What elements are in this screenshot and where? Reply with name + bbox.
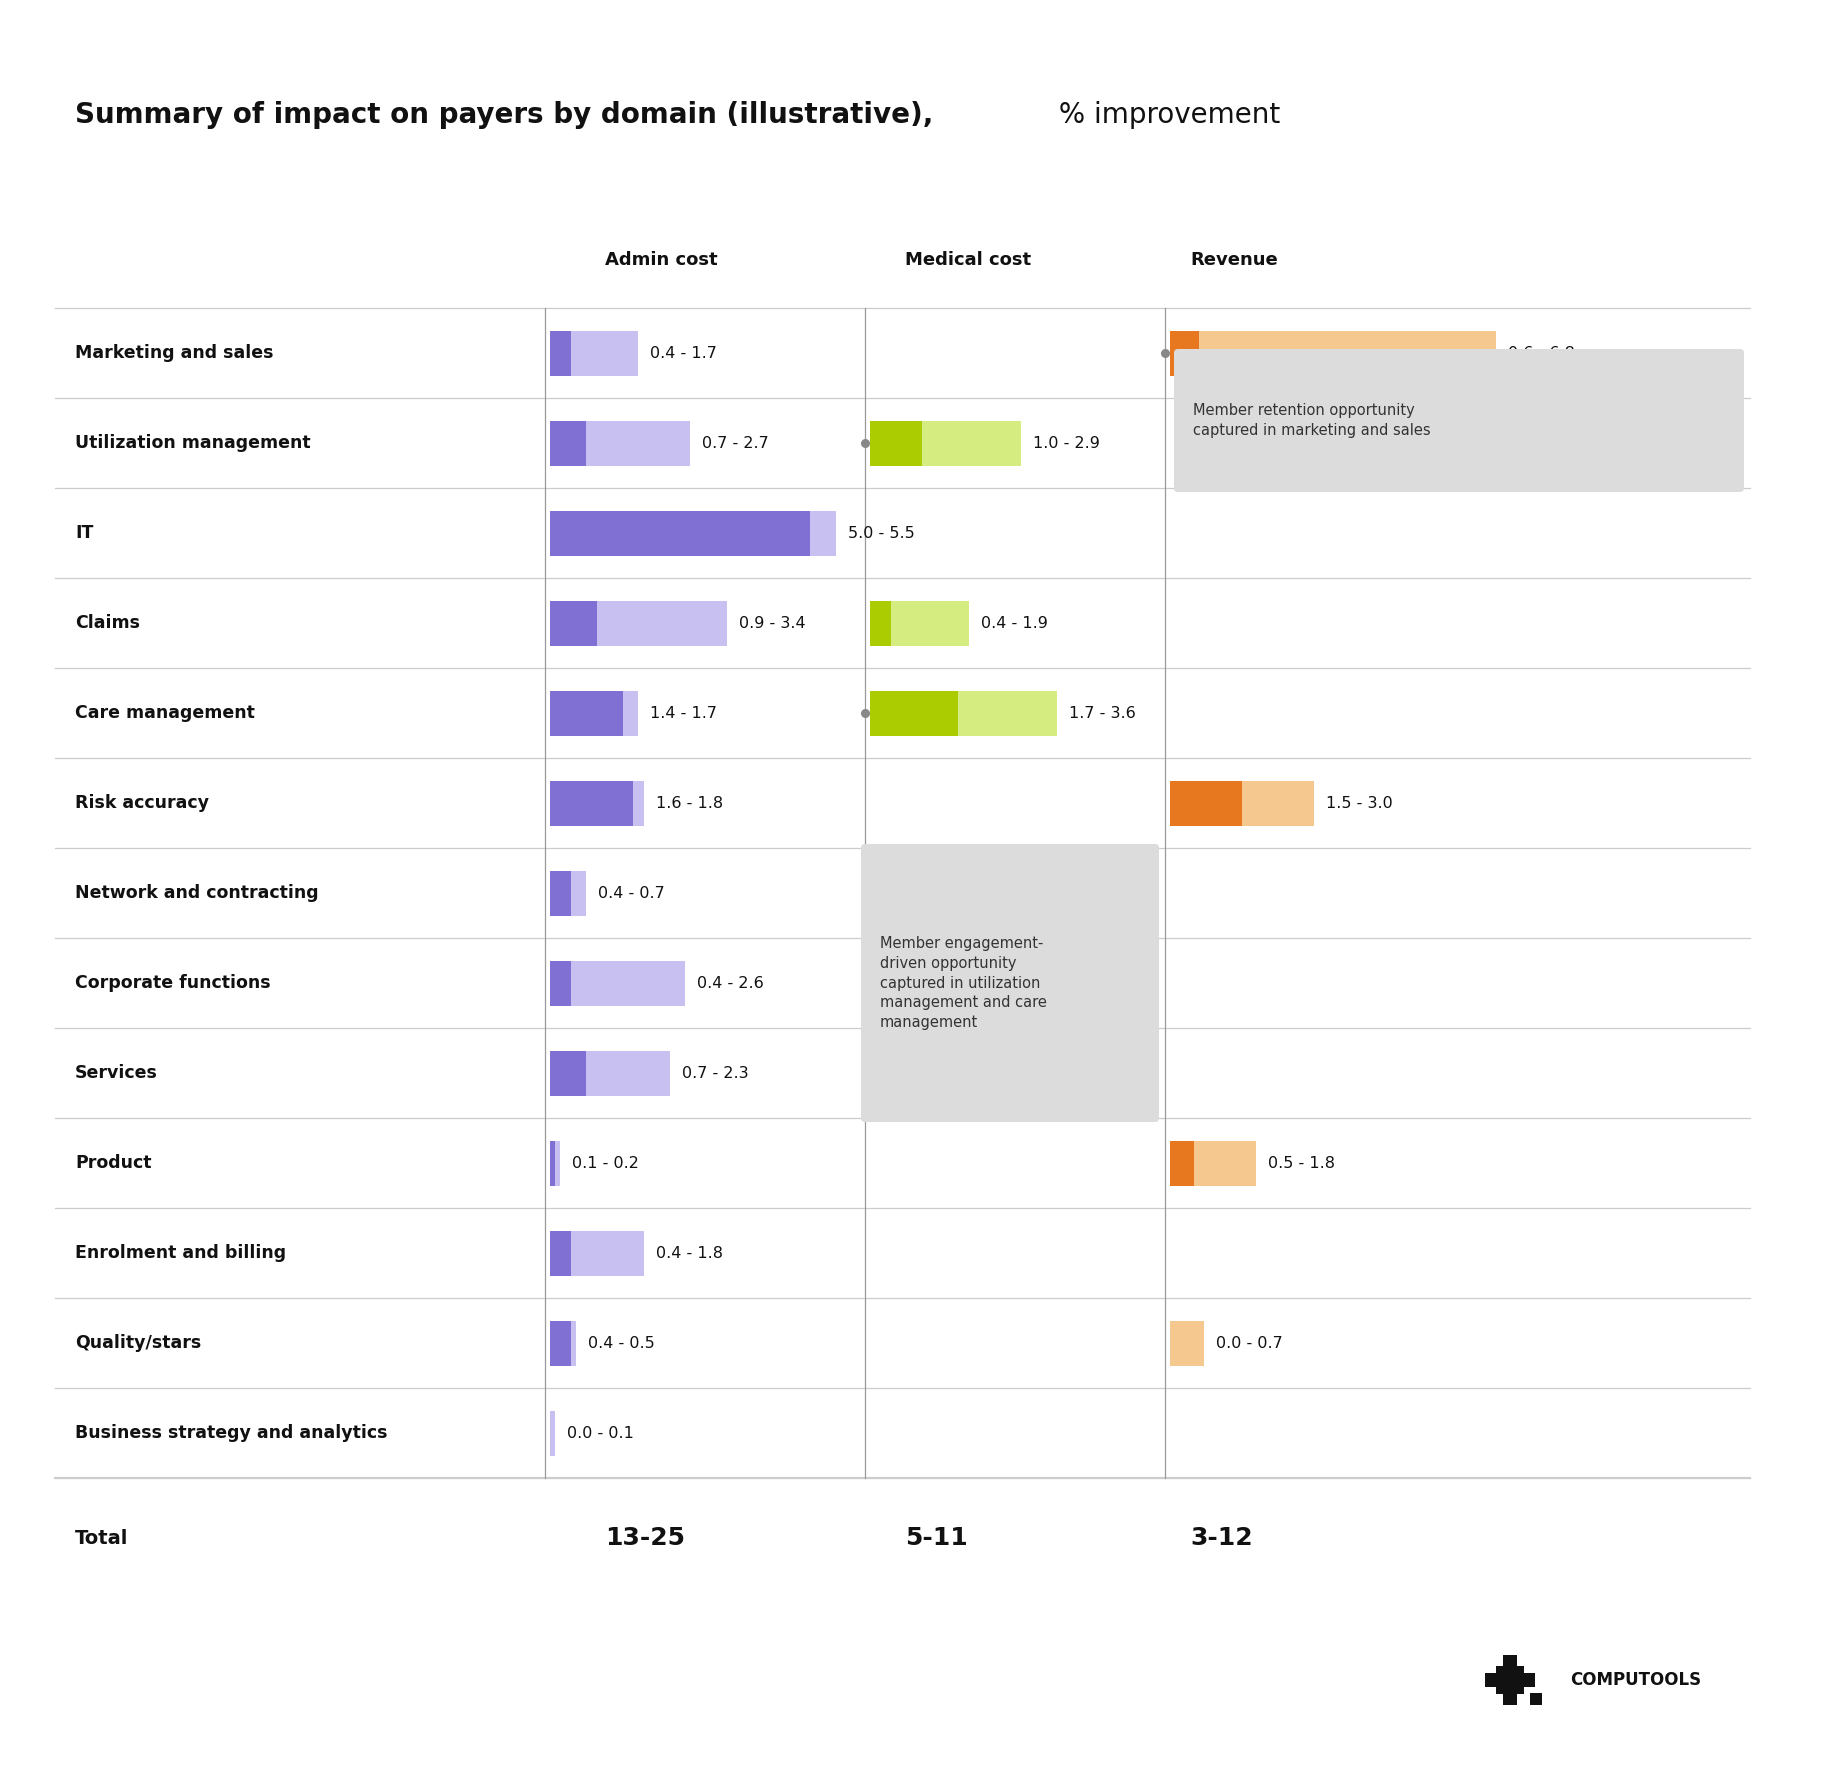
Bar <box>550 1230 644 1276</box>
Text: Services: Services <box>75 1064 158 1081</box>
Text: Utilization management: Utilization management <box>75 434 311 451</box>
Text: 0.4 - 2.6: 0.4 - 2.6 <box>697 975 763 991</box>
Text: 1.5 - 3.0: 1.5 - 3.0 <box>1326 795 1392 811</box>
Text: Member engagement-
driven opportunity
captured in utilization
management and car: Member engagement- driven opportunity ca… <box>879 936 1046 1030</box>
Bar <box>550 871 587 915</box>
Bar <box>870 871 1026 915</box>
Text: Summary of impact on payers by domain (illustrative),: Summary of impact on payers by domain (i… <box>75 101 932 129</box>
Text: 0.9 - 3.4: 0.9 - 3.4 <box>739 616 805 630</box>
Text: 3-12: 3-12 <box>1190 1526 1252 1551</box>
Bar <box>550 690 622 736</box>
Bar <box>550 600 726 646</box>
Text: COMPUTOOLS: COMPUTOOLS <box>1569 1671 1701 1689</box>
Text: Admin cost: Admin cost <box>605 251 717 269</box>
Bar <box>1170 1140 1194 1186</box>
Text: 1.0 - 2.9: 1.0 - 2.9 <box>1032 435 1100 451</box>
Bar <box>870 690 958 736</box>
Bar <box>1170 1320 1203 1365</box>
FancyBboxPatch shape <box>1173 349 1743 492</box>
Text: 0.7 - 2.7: 0.7 - 2.7 <box>702 435 769 451</box>
Bar <box>870 421 1021 466</box>
Bar <box>550 1230 570 1276</box>
Text: Revenue: Revenue <box>1190 251 1276 269</box>
FancyBboxPatch shape <box>861 844 1159 1122</box>
Text: Risk accuracy: Risk accuracy <box>75 795 210 812</box>
Bar <box>550 961 570 1005</box>
Bar <box>550 961 684 1005</box>
Text: 0.0 - 0.7: 0.0 - 0.7 <box>1216 1336 1282 1351</box>
Bar <box>1170 1140 1256 1186</box>
Text: Product: Product <box>75 1154 151 1172</box>
Text: 1.6 - 1.8: 1.6 - 1.8 <box>655 795 723 811</box>
Text: Enrolment and billing: Enrolment and billing <box>75 1244 287 1262</box>
Text: Member retention opportunity
captured in marketing and sales: Member retention opportunity captured in… <box>1192 404 1431 437</box>
Text: 0.4 - 1.8: 0.4 - 1.8 <box>655 1246 723 1260</box>
Bar <box>870 871 947 915</box>
Text: 5-11: 5-11 <box>905 1526 967 1551</box>
Bar <box>1170 331 1495 375</box>
Bar <box>1170 781 1313 825</box>
Text: 13-25: 13-25 <box>605 1526 684 1551</box>
Text: Corporate functions: Corporate functions <box>75 974 270 991</box>
Text: 0.7 - 2.3: 0.7 - 2.3 <box>680 1066 748 1080</box>
Text: 5.0 - 5.5: 5.0 - 5.5 <box>848 526 914 540</box>
Text: Care management: Care management <box>75 704 256 722</box>
Text: 1.5 - 3.0: 1.5 - 3.0 <box>1037 885 1103 901</box>
Text: IT: IT <box>75 524 94 542</box>
Bar <box>1170 331 1199 375</box>
Bar <box>550 690 638 736</box>
Text: 0.4 - 1.7: 0.4 - 1.7 <box>649 345 717 361</box>
Bar <box>550 1411 555 1455</box>
Bar <box>550 1320 570 1365</box>
Bar <box>1502 1694 1515 1705</box>
Bar <box>550 510 835 556</box>
Text: 0.6 - 6.8: 0.6 - 6.8 <box>1508 345 1574 361</box>
Bar <box>550 600 596 646</box>
Bar <box>550 871 570 915</box>
Bar <box>550 421 690 466</box>
Bar <box>1495 1666 1523 1694</box>
Bar <box>870 600 969 646</box>
Bar <box>550 1051 669 1096</box>
Text: 0.5 - 1.8: 0.5 - 1.8 <box>1267 1156 1335 1170</box>
Text: Total: Total <box>75 1529 129 1547</box>
Text: 0.4 - 1.9: 0.4 - 1.9 <box>980 616 1046 630</box>
Text: 1.7 - 3.6: 1.7 - 3.6 <box>1068 706 1135 720</box>
Bar <box>1523 1673 1534 1687</box>
Text: 1.4 - 1.7: 1.4 - 1.7 <box>649 706 717 720</box>
Text: % improvement: % improvement <box>1050 101 1280 129</box>
Text: Claims: Claims <box>75 614 140 632</box>
Bar <box>550 781 633 825</box>
Bar <box>870 600 890 646</box>
Text: Medical cost: Medical cost <box>905 251 1030 269</box>
Bar <box>550 421 587 466</box>
Bar <box>550 331 570 375</box>
Bar <box>550 1140 555 1186</box>
Text: 0.4 - 0.7: 0.4 - 0.7 <box>598 885 664 901</box>
Text: Network and contracting: Network and contracting <box>75 883 318 903</box>
Bar <box>870 421 921 466</box>
Text: Business strategy and analytics: Business strategy and analytics <box>75 1425 388 1443</box>
Text: Quality/stars: Quality/stars <box>75 1335 200 1352</box>
Bar <box>550 1051 587 1096</box>
Bar <box>550 331 638 375</box>
Bar <box>1528 1692 1541 1705</box>
Bar <box>550 781 644 825</box>
Text: 0.0 - 0.1: 0.0 - 0.1 <box>566 1425 634 1441</box>
Bar <box>550 1140 561 1186</box>
Text: Marketing and sales: Marketing and sales <box>75 343 274 363</box>
Text: 0.4 - 0.5: 0.4 - 0.5 <box>588 1336 655 1351</box>
Bar <box>870 690 1057 736</box>
Bar <box>550 1320 576 1365</box>
Bar <box>1484 1673 1495 1687</box>
Bar <box>550 510 809 556</box>
Bar <box>1170 781 1241 825</box>
Bar <box>1502 1655 1515 1666</box>
Text: 0.1 - 0.2: 0.1 - 0.2 <box>572 1156 638 1170</box>
